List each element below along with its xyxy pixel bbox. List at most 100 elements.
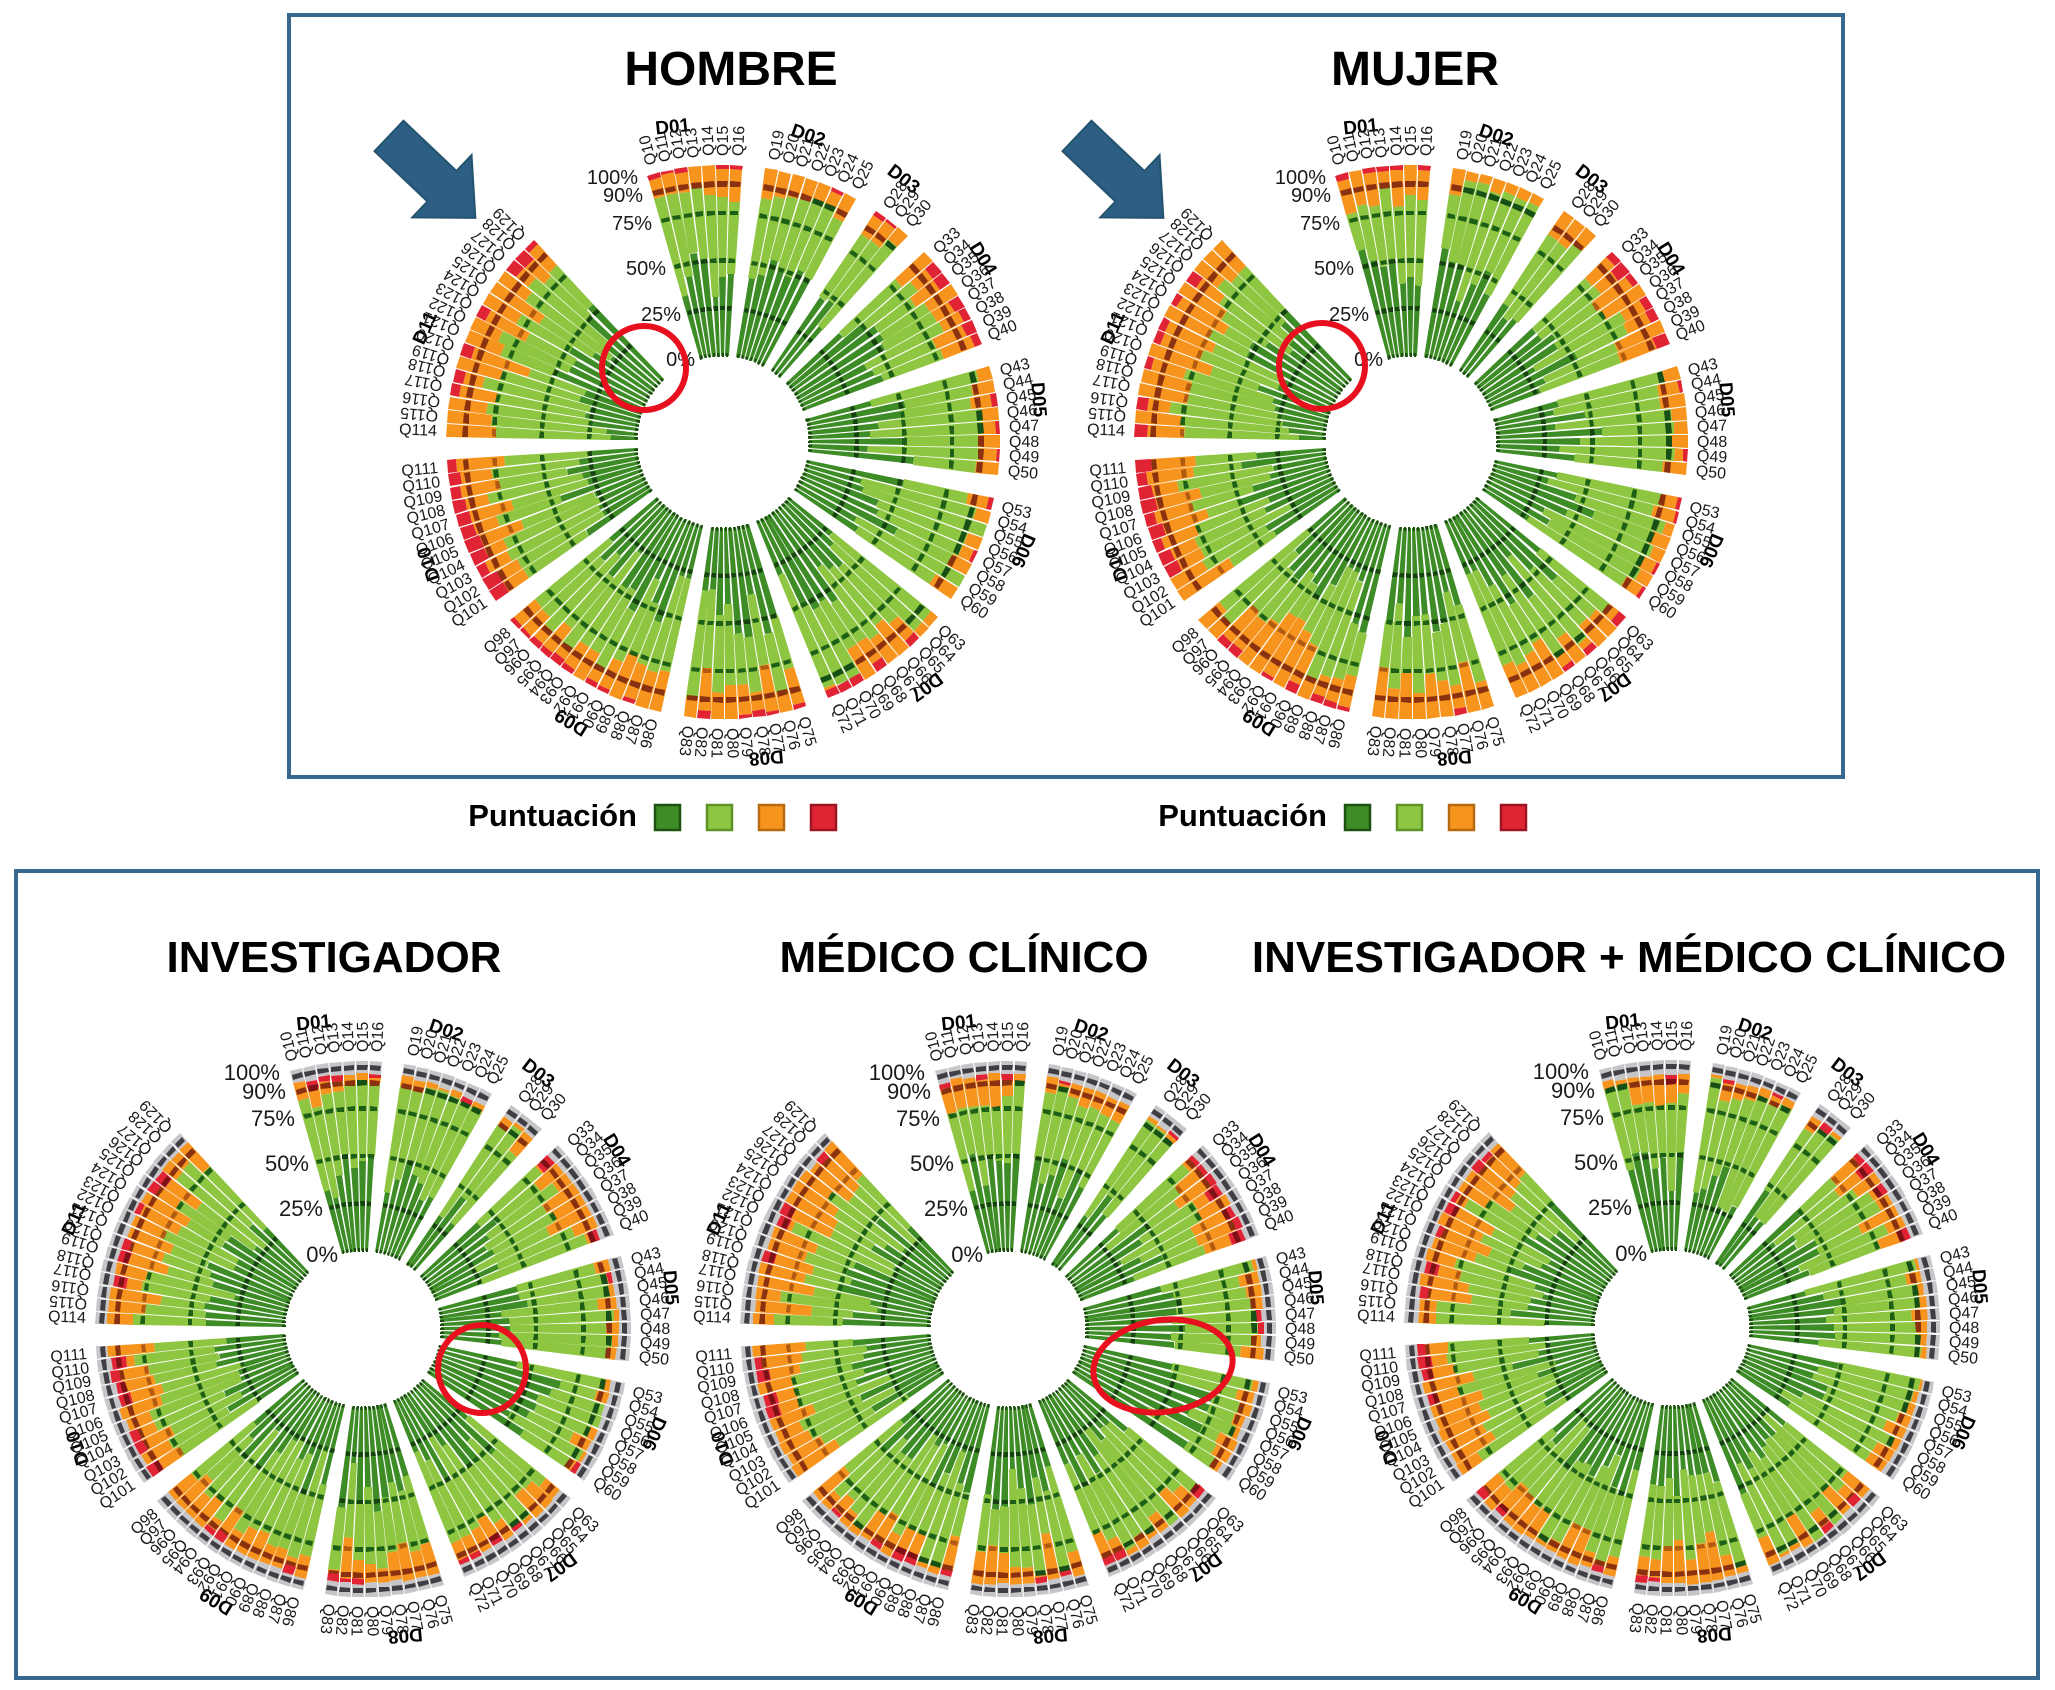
svg-text:Q81: Q81 bbox=[1656, 1605, 1674, 1636]
svg-text:Q48: Q48 bbox=[1009, 434, 1039, 451]
svg-text:Q15: Q15 bbox=[1403, 126, 1420, 156]
svg-text:Q114: Q114 bbox=[693, 1308, 732, 1327]
svg-text:Q47: Q47 bbox=[1285, 1305, 1316, 1324]
svg-text:Q47: Q47 bbox=[1697, 417, 1728, 436]
svg-text:HOMBRE: HOMBRE bbox=[624, 43, 837, 96]
svg-text:Q13: Q13 bbox=[969, 1022, 989, 1054]
svg-text:Q82: Q82 bbox=[332, 1604, 351, 1635]
svg-text:Q19: Q19 bbox=[1454, 129, 1476, 162]
svg-text:Q83: Q83 bbox=[316, 1603, 337, 1635]
svg-text:Q77: Q77 bbox=[1712, 1599, 1734, 1632]
svg-text:Q114: Q114 bbox=[1357, 1307, 1396, 1326]
svg-text:Q20: Q20 bbox=[418, 1028, 441, 1061]
svg-text:Q53: Q53 bbox=[1000, 499, 1033, 522]
svg-text:Q12: Q12 bbox=[954, 1023, 975, 1056]
svg-text:Q115: Q115 bbox=[48, 1292, 87, 1312]
svg-text:Q111: Q111 bbox=[695, 1346, 733, 1366]
svg-text:100%: 100% bbox=[869, 1060, 925, 1085]
svg-text:Q116: Q116 bbox=[1089, 388, 1129, 410]
svg-text:Q44: Q44 bbox=[1278, 1260, 1311, 1283]
svg-text:D05: D05 bbox=[1303, 1269, 1327, 1306]
svg-text:Q48: Q48 bbox=[640, 1321, 670, 1338]
svg-text:Q20: Q20 bbox=[1468, 132, 1491, 165]
svg-text:Q53: Q53 bbox=[631, 1384, 664, 1407]
svg-text:Q76: Q76 bbox=[779, 718, 803, 751]
svg-text:Q12: Q12 bbox=[1355, 127, 1376, 160]
svg-text:Q46: Q46 bbox=[638, 1290, 670, 1310]
svg-text:Q116: Q116 bbox=[50, 1276, 90, 1298]
svg-text:Q76: Q76 bbox=[1467, 718, 1491, 751]
svg-text:Q50: Q50 bbox=[638, 1349, 670, 1369]
svg-text:Q14: Q14 bbox=[339, 1021, 358, 1052]
svg-text:D08: D08 bbox=[387, 1623, 423, 1647]
svg-text:75%: 75% bbox=[612, 213, 652, 235]
svg-text:Q44: Q44 bbox=[1690, 371, 1723, 394]
svg-text:Q48: Q48 bbox=[1949, 1320, 1979, 1337]
svg-text:Q53: Q53 bbox=[1276, 1384, 1309, 1407]
svg-text:Q76: Q76 bbox=[418, 1597, 442, 1630]
svg-text:Q111: Q111 bbox=[1359, 1345, 1397, 1365]
svg-text:Q50: Q50 bbox=[1007, 463, 1039, 483]
svg-text:Q15: Q15 bbox=[1664, 1021, 1681, 1051]
svg-text:D05: D05 bbox=[658, 1269, 682, 1306]
svg-text:D08: D08 bbox=[1032, 1623, 1068, 1647]
svg-text:50%: 50% bbox=[1574, 1150, 1618, 1175]
svg-text:Q79: Q79 bbox=[376, 1604, 395, 1636]
svg-text:0%: 0% bbox=[951, 1242, 983, 1267]
svg-text:Q111: Q111 bbox=[401, 460, 439, 480]
svg-text:Q16: Q16 bbox=[1418, 125, 1436, 156]
svg-text:Q80: Q80 bbox=[1672, 1605, 1690, 1636]
svg-text:Q82: Q82 bbox=[977, 1604, 996, 1635]
svg-text:Q11: Q11 bbox=[1602, 1027, 1625, 1059]
svg-text:Q16: Q16 bbox=[369, 1021, 387, 1052]
svg-text:50%: 50% bbox=[626, 258, 666, 280]
svg-text:100%: 100% bbox=[587, 167, 638, 189]
svg-text:Q48: Q48 bbox=[1285, 1321, 1315, 1338]
svg-text:75%: 75% bbox=[1300, 213, 1340, 235]
svg-text:D08: D08 bbox=[748, 745, 784, 769]
svg-text:100%: 100% bbox=[224, 1060, 280, 1085]
svg-text:Q79: Q79 bbox=[1424, 726, 1443, 758]
svg-text:D05: D05 bbox=[1714, 382, 1738, 419]
svg-text:0%: 0% bbox=[1615, 1241, 1647, 1266]
svg-text:Q45: Q45 bbox=[1281, 1274, 1314, 1295]
svg-text:Q81: Q81 bbox=[992, 1606, 1010, 1637]
svg-text:Q114: Q114 bbox=[48, 1308, 87, 1327]
svg-text:Q49: Q49 bbox=[1009, 448, 1040, 466]
svg-text:Q82: Q82 bbox=[691, 726, 710, 757]
svg-text:Q14: Q14 bbox=[984, 1021, 1003, 1052]
svg-text:Q49: Q49 bbox=[1285, 1335, 1316, 1353]
svg-text:Q81: Q81 bbox=[1395, 728, 1413, 759]
svg-text:Q83: Q83 bbox=[1363, 725, 1384, 757]
svg-text:Q11: Q11 bbox=[293, 1028, 316, 1060]
svg-text:Q86: Q86 bbox=[278, 1595, 302, 1629]
svg-text:Q14: Q14 bbox=[1387, 125, 1406, 156]
svg-text:Q14: Q14 bbox=[1648, 1020, 1667, 1051]
svg-text:50%: 50% bbox=[910, 1151, 954, 1176]
svg-text:Q110: Q110 bbox=[401, 474, 441, 496]
svg-text:Q80: Q80 bbox=[1411, 728, 1429, 759]
svg-text:MUJER: MUJER bbox=[1331, 43, 1499, 96]
svg-text:Q16: Q16 bbox=[730, 125, 748, 156]
svg-text:Q110: Q110 bbox=[1089, 474, 1129, 496]
svg-text:Q45: Q45 bbox=[1945, 1273, 1978, 1294]
svg-text:Q45: Q45 bbox=[636, 1274, 669, 1295]
svg-text:90%: 90% bbox=[603, 185, 643, 207]
svg-text:Q44: Q44 bbox=[1942, 1259, 1975, 1282]
svg-text:Q49: Q49 bbox=[1697, 448, 1728, 466]
svg-text:Q117: Q117 bbox=[1091, 370, 1132, 394]
svg-text:Q16: Q16 bbox=[1678, 1020, 1696, 1051]
svg-text:Q53: Q53 bbox=[1688, 499, 1721, 522]
svg-text:Q49: Q49 bbox=[1949, 1334, 1980, 1352]
svg-text:90%: 90% bbox=[1551, 1078, 1595, 1103]
svg-text:Q14: Q14 bbox=[699, 125, 718, 156]
svg-text:50%: 50% bbox=[265, 1151, 309, 1176]
svg-text:Q79: Q79 bbox=[1021, 1604, 1040, 1636]
svg-text:Q48: Q48 bbox=[1697, 434, 1727, 451]
svg-text:Q15: Q15 bbox=[1000, 1022, 1017, 1052]
svg-text:D01: D01 bbox=[940, 1011, 977, 1036]
svg-text:Puntuación: Puntuación bbox=[1158, 798, 1327, 833]
svg-text:Q47: Q47 bbox=[1949, 1304, 1980, 1323]
svg-text:Q80: Q80 bbox=[363, 1606, 381, 1637]
svg-text:Q11: Q11 bbox=[652, 131, 675, 163]
